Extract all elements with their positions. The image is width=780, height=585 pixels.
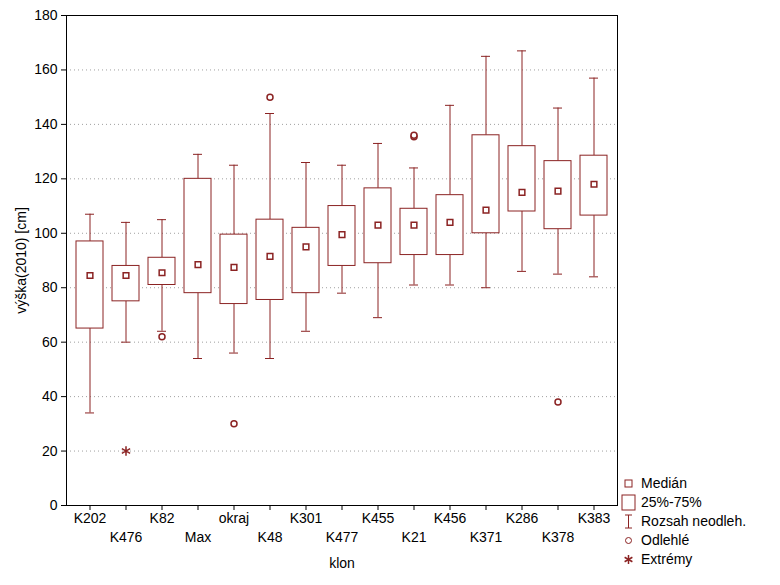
- svg-text:140: 140: [34, 116, 58, 132]
- svg-text:K371: K371: [470, 529, 503, 545]
- svg-text:K455: K455: [362, 510, 395, 526]
- svg-text:výška(2010) [cm]: výška(2010) [cm]: [13, 207, 29, 314]
- html-text:25%-75%: 25%-75%: [641, 494, 702, 510]
- svg-text:K383: K383: [578, 510, 611, 526]
- html-text:Odlehlé: Odlehlé: [641, 532, 690, 548]
- svg-text:K456: K456: [434, 510, 467, 526]
- svg-text:20: 20: [42, 443, 58, 459]
- svg-text:K378: K378: [542, 529, 575, 545]
- html-text:Extrémy: Extrémy: [641, 551, 693, 567]
- svg-text:160: 160: [34, 61, 58, 77]
- svg-text:0: 0: [50, 497, 58, 513]
- svg-text:60: 60: [42, 334, 58, 350]
- svg-text:180: 180: [34, 7, 58, 23]
- html-text:Rozsah neodleh.: Rozsah neodleh.: [641, 513, 747, 529]
- svg-text:Max: Max: [185, 529, 211, 545]
- svg-text:K82: K82: [150, 510, 175, 526]
- svg-text:100: 100: [34, 225, 58, 241]
- svg-text:K21: K21: [402, 529, 427, 545]
- svg-text:K48: K48: [258, 529, 283, 545]
- svg-text:K301: K301: [290, 510, 323, 526]
- svg-text:40: 40: [42, 388, 58, 404]
- svg-text:klon: klon: [329, 555, 355, 571]
- svg-text:K477: K477: [326, 529, 359, 545]
- svg-text:K476: K476: [110, 529, 143, 545]
- svg-text:80: 80: [42, 279, 58, 295]
- svg-text:K286: K286: [506, 510, 539, 526]
- svg-text:K202: K202: [74, 510, 107, 526]
- html-text:Medián: Medián: [641, 475, 687, 491]
- svg-text:okraj: okraj: [219, 510, 249, 526]
- svg-text:120: 120: [34, 170, 58, 186]
